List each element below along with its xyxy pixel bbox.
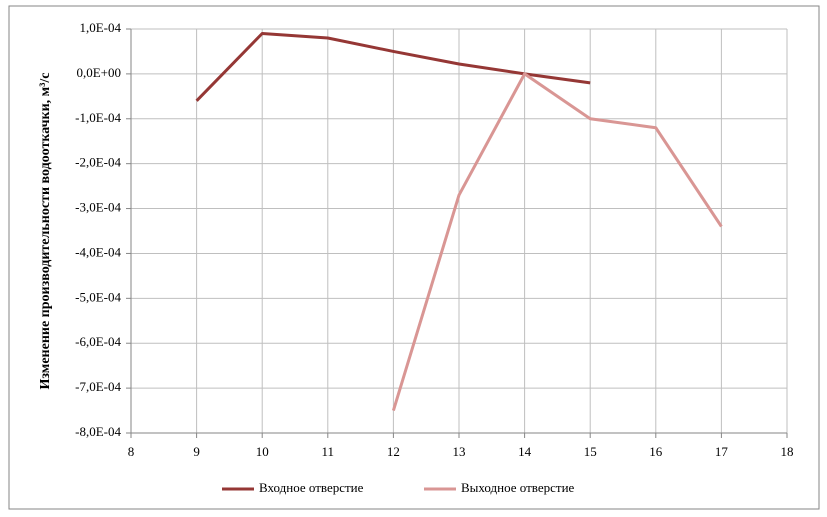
y-tick-label: -3,0E-04 [75,200,121,215]
y-axis-title: Изменение производительности водооткачки… [38,72,53,389]
y-tick-label: -6,0E-04 [75,334,121,349]
legend-label: Входное отверстие [259,480,364,495]
x-tick-label: 16 [649,444,663,459]
x-tick-label: 14 [518,444,532,459]
x-tick-label: 18 [781,444,794,459]
x-tick-label: 12 [387,444,400,459]
y-tick-label: 1,0E-04 [79,20,121,35]
y-tick-label: -8,0E-04 [75,424,121,439]
y-tick-label: -4,0E-04 [75,244,121,259]
x-tick-label: 11 [322,444,335,459]
x-tick-label: 9 [193,444,200,459]
x-tick-label: 10 [256,444,269,459]
legend-label: Выходное отверстие [461,480,575,495]
x-tick-label: 15 [584,444,597,459]
y-tick-label: 0,0E+00 [76,65,121,80]
chart-border [8,5,820,510]
y-tick-label: -2,0E-04 [75,155,121,170]
y-tick-label: -5,0E-04 [75,289,121,304]
y-tick-label: -1,0E-04 [75,110,121,125]
x-tick-label: 13 [453,444,466,459]
y-tick-label: -7,0E-04 [75,379,121,394]
series-line [391,72,723,411]
x-tick-label: 17 [715,444,729,459]
x-tick-label: 8 [128,444,135,459]
